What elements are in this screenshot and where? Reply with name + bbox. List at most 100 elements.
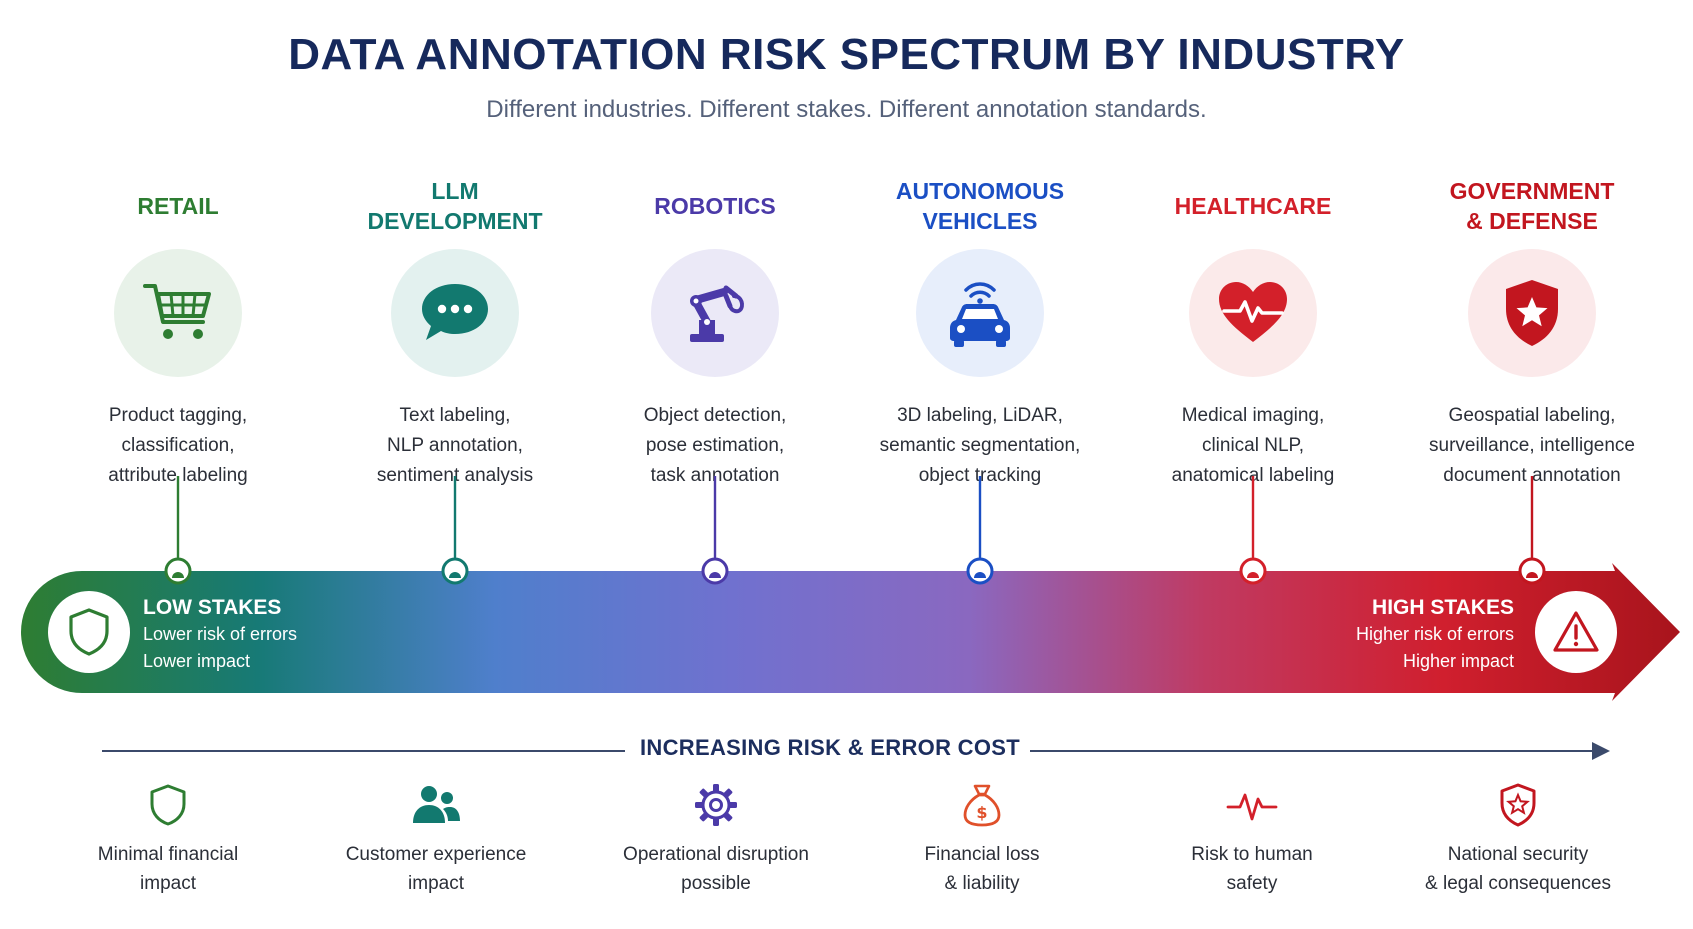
industry-name: RETAIL [137,193,219,219]
page-title: DATA ANNOTATION RISK SPECTRUM BY INDUSTR… [288,30,1405,79]
industry-description-line: 3D labeling, LiDAR, [897,405,1063,426]
industry-description: 3D labeling, LiDAR, semantic segmentation… [850,401,1110,491]
industry-description: Object detection, pose estimation, task an… [585,401,845,491]
impact-item: $ Financial loss & liability [862,780,1102,898]
spectrum-arrow [21,563,1680,701]
shopping-cart-icon [114,249,242,377]
impact-item: Operational disruption possible [596,780,836,898]
high-stakes-line: Higher risk of errors [1355,624,1514,644]
low-stakes-line: Lower impact [143,651,251,671]
impact-text-line: Operational disruption [623,844,809,865]
industry-description: Text labeling, NLP annotation, sentiment a… [325,401,585,491]
industry-description-line: document annotation [1443,465,1621,486]
users-icon [316,780,556,830]
low-stakes-badge [48,591,130,673]
impact-item: Risk to human safety [1132,780,1372,898]
high-stakes-badge [1535,591,1617,673]
industry-description-line: Product tagging, [108,405,248,426]
impact-text-line: possible [681,873,751,894]
industry-marker [1239,557,1267,585]
impact-item: Minimal financial impact [48,780,288,898]
impact-text-line: National security [1447,844,1589,865]
industry-description-line: surveillance, intelligence [1429,435,1635,456]
industry-column: HEALTHCARE Medical imaging, clinical NLP, a… [1123,175,1383,491]
low-stakes-line: Lower risk of errors [143,624,298,644]
industry-description-line: anatomical labeling [1171,465,1335,486]
impact-item: National security & legal consequences [1398,780,1638,898]
gear-icon [596,780,836,830]
industry-name: GOVERNMENT & DEFENSE [1449,178,1615,234]
industry-name: AUTONOMOUS VEHICLES [895,178,1065,234]
industry-marker [966,557,994,585]
industry-marker-dot [449,572,461,578]
industry-marker-dot [1247,572,1259,578]
impact-text: Financial loss & liability [862,840,1102,898]
impact-text-line: safety [1226,873,1278,894]
industry-marker-dot [974,572,986,578]
industry-description-line: Text labeling, [399,405,511,426]
industry-description-line: clinical NLP, [1201,435,1305,456]
impact-text: Operational disruption possible [596,840,836,898]
industry-description: Geospatial labeling, surveillance, intell… [1402,401,1662,491]
impact-text-line: Financial loss [924,844,1040,865]
low-stakes-title: LOW STAKES [143,596,282,619]
low-stakes-label: LOW STAKES Lower risk of errors Lower im… [143,595,297,675]
industry-marker-dot [172,572,184,578]
industry-description-line: pose estimation, [645,435,785,456]
impact-text: Minimal financial impact [48,840,288,898]
industry-marker-dot [1526,572,1538,578]
industry-column: GOVERNMENT & DEFENSE Geospatial labeling,… [1402,175,1662,491]
industry-marker-dot [709,572,721,578]
industry-marker [164,557,192,585]
industry-description-line: task annotation [650,465,780,486]
money-bag-icon: $ [862,780,1102,830]
industry-description-line: attribute labeling [108,465,248,486]
high-stakes-line: Higher impact [1402,651,1514,671]
industry-column: AUTONOMOUS VEHICLES 3D labeling, LiDAR, se… [850,175,1110,491]
svg-text:$: $ [976,803,987,822]
connected-car-icon [916,249,1044,377]
industry-description: Medical imaging, clinical NLP, anatomical … [1123,401,1383,491]
shield-icon [69,608,109,656]
impact-text: Customer experience impact [316,840,556,898]
impact-text-line: Minimal financial [97,844,239,865]
axis-label: INCREASING RISK & ERROR COST [640,735,1020,760]
impact-text-line: & legal consequences [1425,873,1611,894]
shield-icon [48,780,288,830]
pulse-icon [1132,780,1372,830]
industry-column: RETAIL Product tagging, classification, att… [48,175,308,491]
industry-description-line: Object detection, [643,405,787,426]
impact-text-line: impact [140,873,196,894]
industry-description-line: Geospatial labeling, [1448,405,1616,426]
industry-name: LLM DEVELOPMENT [367,178,543,234]
impact-text-line: & liability [944,873,1020,894]
industry-description-line: NLP annotation, [387,435,523,456]
impact-text-line: impact [408,873,464,894]
star-shield-icon [1398,780,1638,830]
high-stakes-label: HIGH STAKES Higher risk of errors Higher… [1356,595,1514,675]
industry-name: HEALTHCARE [1174,193,1332,219]
impact-text-line: Risk to human [1191,844,1313,865]
industry-description: Product tagging, classification, attribute… [48,401,308,491]
robot-arm-icon [651,249,779,377]
industry-description-line: sentiment analysis [376,465,534,486]
star-shield-icon [1468,249,1596,377]
industry-column: ROBOTICS Object detection, pose estimation… [585,175,845,491]
impact-text: Risk to human safety [1132,840,1372,898]
industry-description-line: Medical imaging, [1181,405,1325,426]
industry-description-line: semantic segmentation, [879,435,1081,456]
warning-icon [1553,611,1599,652]
impact-item: Customer experience impact [316,780,556,898]
industry-name: ROBOTICS [654,193,776,219]
impact-text-line: Customer experience [345,844,527,865]
industry-marker [1518,557,1546,585]
industry-column: LLM DEVELOPMENT Text labeling, NLP annotat… [325,175,585,491]
heartbeat-icon [1189,249,1317,377]
chat-bubble-icon [391,249,519,377]
industry-marker [441,557,469,585]
industry-description-line: classification, [121,435,235,456]
industry-description-line: object tracking [918,465,1042,486]
high-stakes-title: HIGH STAKES [1372,596,1514,619]
impact-text: National security & legal consequences [1398,840,1638,898]
